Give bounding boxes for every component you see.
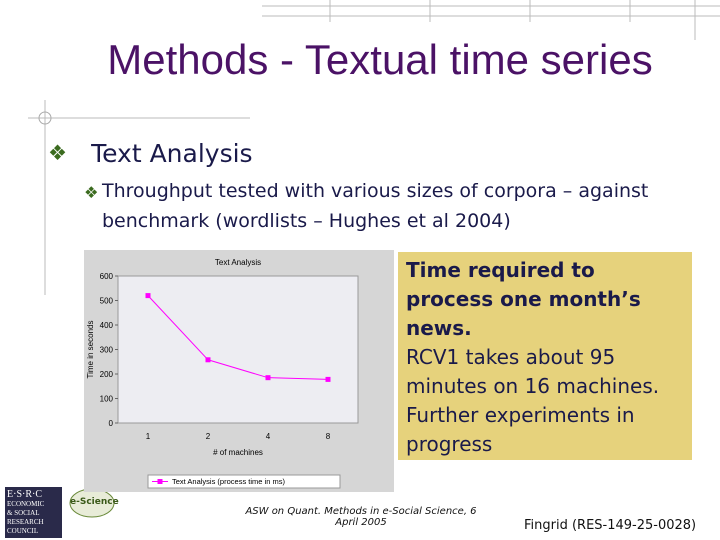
logo-text: & SOCIAL (7, 509, 40, 517)
point (325, 376, 331, 382)
callout-text: RCV1 takes about 95 minutes on 16 machin… (406, 345, 660, 456)
y-axis-label: Time in seconds (86, 321, 95, 379)
plot-area (117, 275, 359, 424)
footer: ASW on Quant. Methods in e-Social Scienc… (245, 506, 477, 528)
logo-text: ECONOMIC (7, 500, 45, 508)
series-line (147, 295, 329, 380)
callout-bold: Time required to process one month’s new… (406, 258, 641, 340)
legend-marker (157, 479, 163, 484)
x-tick-label: 8 (326, 432, 331, 441)
chart-title: Text Analysis (215, 258, 261, 267)
y-tick-label: 500 (100, 297, 114, 306)
logo-text: COUNCIL (7, 527, 39, 535)
sub-bullet-text: Throughput tested with various sizes of … (102, 180, 649, 232)
y-tick-label: 200 (100, 370, 114, 379)
slide-title: Methods - Textual time series (107, 36, 653, 83)
logo-text: E·S·R·C (7, 489, 42, 500)
bullet: ❖ Text Analysis (48, 139, 253, 168)
x-tick-label: 4 (266, 432, 271, 441)
esrc-logo: E·S·R·C ECONOMIC & SOCIAL RESEARCH COUNC… (7, 489, 60, 536)
callout: Time required to process one month’s new… (398, 252, 692, 460)
y-tick-label: 600 (100, 272, 114, 281)
x-tick-label: 1 (146, 432, 151, 441)
point (205, 357, 211, 363)
legend (147, 474, 341, 489)
escience-logo: e-Science (70, 497, 119, 507)
y-tick-label: 0 (109, 419, 114, 428)
sub-bullet: ❖ Throughput tested with various sizes of… (84, 180, 649, 232)
point (265, 375, 271, 381)
bullet-text: Text Analysis (91, 139, 253, 168)
chart: Text Analysis 0 100 200 300 400 500 600 Time in … (84, 250, 394, 492)
logo-text: RESEARCH (7, 518, 44, 526)
y-tick-label: 400 (100, 321, 114, 330)
x-tick-label: 2 (206, 432, 211, 441)
point (145, 293, 151, 299)
y-tick-label: 100 (100, 395, 114, 404)
y-tick-label: 300 (100, 346, 114, 355)
legend-label: Text Analysis (process time in ms) (172, 477, 285, 486)
grant: Fingrid (RES-149-25-0028) (524, 518, 697, 533)
x-axis-label: # of machines (213, 448, 263, 457)
